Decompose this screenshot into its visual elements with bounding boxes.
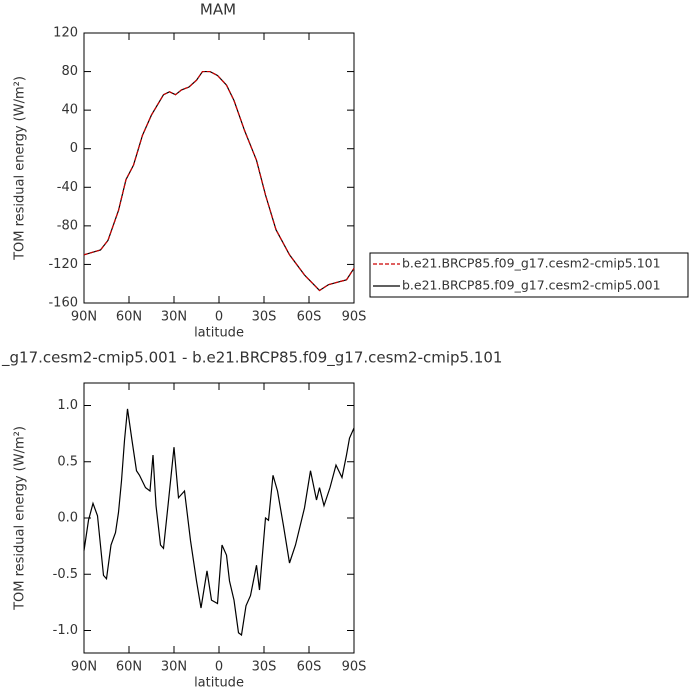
y-tick-label: 0.5 (57, 454, 78, 469)
y-tick-label: -1.0 (53, 623, 78, 638)
plot-frame (83, 382, 355, 654)
series-line (83, 408, 355, 637)
x-axis-label: latitude (194, 676, 244, 691)
legend-box (369, 252, 689, 298)
x-tick-label: 90S (342, 310, 367, 325)
x-tick-label: 0 (215, 310, 223, 325)
y-axis-label: TOM residual energy (W/m²) (13, 76, 28, 261)
x-tick-label: 0 (215, 660, 223, 675)
y-tick-label: -80 (57, 218, 78, 233)
x-tick-label: 90N (71, 660, 97, 675)
x-tick-label: 30N (161, 310, 187, 325)
y-tick-label: 40 (61, 103, 78, 118)
x-tick-label: 60S (297, 660, 322, 675)
x-axis-label: latitude (194, 326, 244, 341)
y-tick-label: 80 (61, 64, 78, 79)
y-tick-label: -0.5 (53, 567, 78, 582)
chart-title: MAM (200, 1, 236, 19)
y-tick-label: -120 (48, 257, 78, 272)
legend-label: b.e21.BRCP85.f09_g17.cesm2-cmip5.101 (402, 256, 661, 271)
y-tick-label: -40 (57, 180, 78, 195)
x-tick-label: 90S (342, 660, 367, 675)
y-tick-label: 1.0 (57, 398, 78, 413)
y-tick-label: 0.0 (57, 511, 78, 526)
x-tick-label: 30N (161, 660, 187, 675)
x-tick-label: 60S (297, 310, 322, 325)
x-tick-label: 60N (116, 660, 142, 675)
x-tick-label: 90N (71, 310, 97, 325)
y-tick-label: 120 (53, 26, 78, 41)
plot-frame (83, 32, 355, 304)
x-tick-label: 30S (252, 310, 277, 325)
series-line (83, 70, 355, 292)
series-line (83, 70, 355, 292)
y-tick-label: -160 (48, 296, 78, 311)
legend-label: b.e21.BRCP85.f09_g17.cesm2-cmip5.001 (402, 278, 661, 293)
x-tick-label: 60N (116, 310, 142, 325)
y-tick-label: 0 (70, 141, 78, 156)
x-tick-label: 30S (252, 660, 277, 675)
y-axis-label: TOM residual energy (W/m²) (13, 426, 28, 611)
chart-title: _g17.cesm2-cmip5.001 - b.e21.BRCP85.f09_… (1, 349, 502, 368)
